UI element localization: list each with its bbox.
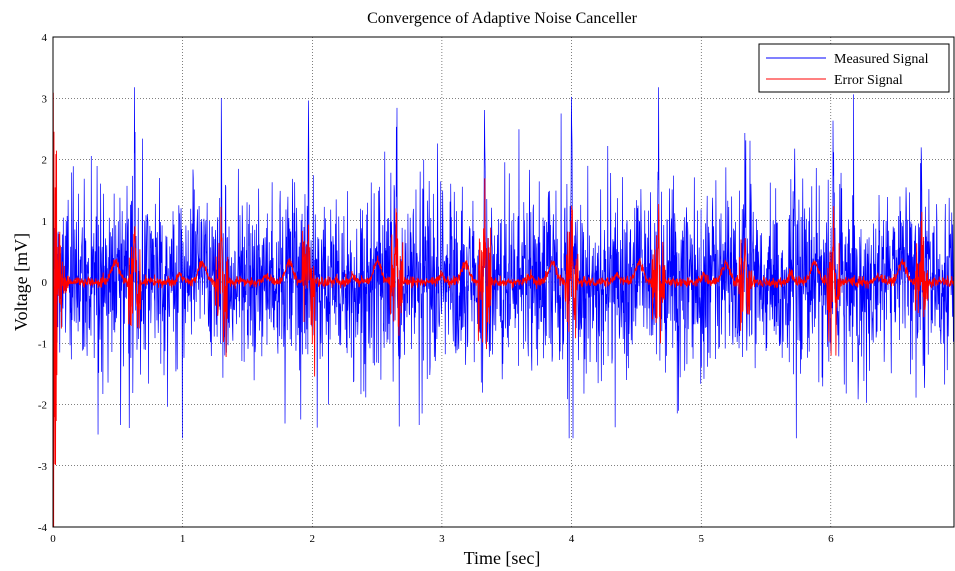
y-tick-label: 0	[42, 277, 48, 289]
x-tick-label: 0	[50, 533, 56, 545]
y-axis-label: Voltage [mV]	[11, 233, 31, 331]
legend-label-measured-signal: Measured Signal	[834, 52, 929, 67]
y-axis: -4 -3 -2 -1 0 1 2 3 4	[38, 32, 48, 534]
plot-area	[53, 87, 954, 527]
series-line-error-signal	[53, 92, 954, 527]
x-axis: 0 1 2 3 4 5 6	[50, 533, 834, 545]
y-tick-label: -3	[38, 461, 48, 473]
legend-label-error-signal: Error Signal	[834, 73, 903, 88]
y-tick-label: 4	[42, 32, 48, 44]
y-tick-label: 3	[42, 93, 48, 105]
x-tick-label: 5	[698, 533, 704, 545]
y-tick-label: -2	[38, 400, 47, 412]
y-tick-label: -4	[38, 522, 48, 534]
x-axis-label: Time [sec]	[464, 548, 541, 568]
y-tick-label: 2	[42, 155, 48, 167]
legend-box	[758, 43, 950, 93]
x-tick-label: 2	[310, 533, 316, 545]
y-tick-label: -1	[38, 338, 47, 350]
y-tick-label: 1	[42, 216, 48, 228]
x-tick-label: 1	[180, 533, 186, 545]
axes-frame	[52, 36, 955, 528]
x-tick-label: 3	[439, 533, 445, 545]
chart-title: Convergence of Adaptive Noise Canceller	[367, 10, 638, 27]
x-tick-label: 4	[569, 533, 575, 545]
legend: Measured Signal Error Signal	[758, 43, 950, 93]
x-tick-label: 6	[828, 533, 834, 545]
series-line-measured-signal	[53, 87, 954, 439]
